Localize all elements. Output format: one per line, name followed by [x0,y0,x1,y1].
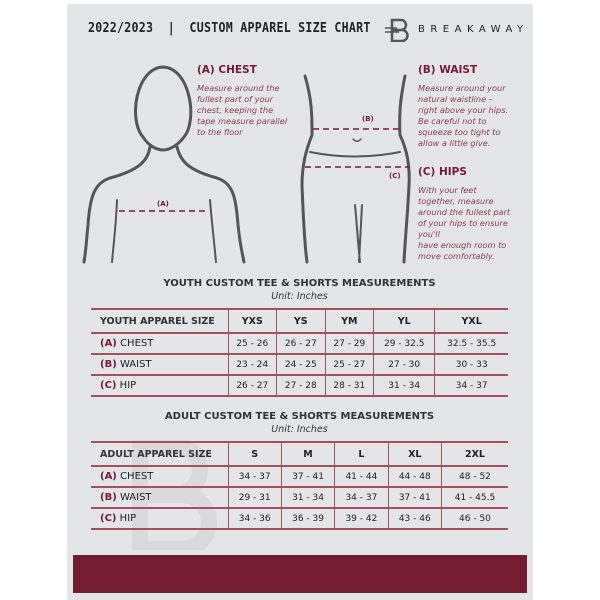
table-cell: 31 - 34 [280,486,335,509]
size-header: YXS [227,308,277,334]
breakaway-logo-icon [385,18,409,42]
row-letter: (C) [100,513,117,524]
chest-marker: (A) [157,200,169,208]
youth-size-table: YOUTH APPAREL SIZE YXS YS YM YL YXL (A) CHEST 2… [91,308,508,397]
size-header: YL [373,308,435,334]
table-cell: 36 - 39 [280,507,335,530]
row-label: (A) CHEST [91,465,228,488]
upper-body-illustration [82,65,246,264]
row-label: (B) WAIST [91,353,228,376]
table-cell: 29 - 32.5 [373,332,435,355]
adult-unit: Unit: Inches [271,424,328,435]
hips-marker: (C) [389,172,401,180]
table-cell: 25 - 26 [227,332,277,355]
row-name: WAIST [119,492,152,503]
size-header: L [334,441,389,467]
table-cell: 41 - 45.5 [440,486,508,509]
header-label: YOUTH APPAREL SIZE [91,308,228,334]
table-cell: 26 - 27 [276,332,326,355]
table-cell: 34 - 37 [434,374,508,397]
row-name: WAIST [119,359,152,370]
table-cell: 30 - 33 [434,353,508,376]
table-cell: 23 - 24 [227,353,277,376]
table-row: (C) HIP 34 - 36 36 - 39 39 - 42 43 - 46 46 - … [91,507,508,530]
table-cell: 34 - 37 [227,465,282,488]
table-cell: 43 - 46 [387,507,442,530]
table-row: (A) CHEST 34 - 37 37 - 41 41 - 44 44 - 48 48 … [91,465,508,488]
table-cell: 26 - 27 [227,374,277,397]
table-row: (A) CHEST 25 - 26 26 - 27 27 - 29 29 - 32.5 3… [91,332,508,355]
header-label: ADULT APPAREL SIZE [91,441,228,467]
chest-heading: (A) CHEST [197,64,257,76]
size-header: 2XL [440,441,508,467]
row-label: (A) CHEST [91,332,228,355]
table-row: (C) HIP 26 - 27 27 - 28 28 - 31 31 - 34 34 - … [91,374,508,397]
row-letter: (C) [100,380,117,391]
table-cell: 29 - 31 [227,486,282,509]
table-cell: 44 - 48 [387,465,442,488]
table-cell: 37 - 41 [280,465,335,488]
footer-band [73,555,527,593]
row-name: HIP [119,380,137,391]
table-cell: 27 - 28 [276,374,326,397]
table-cell: 27 - 30 [373,353,435,376]
table-header-row: YOUTH APPAREL SIZE YXS YS YM YL YXL [91,308,508,334]
size-header: S [227,441,282,467]
brand-name: BREAKAWAY [418,24,529,35]
waist-marker: (B) [362,115,374,123]
row-label: (C) HIP [91,507,228,530]
waist-heading: (B) WAIST [418,64,478,76]
chest-description: Measure around the fullest part of your ch… [197,83,288,137]
table-cell: 34 - 37 [334,486,389,509]
table-cell: 34 - 36 [227,507,282,530]
hips-description: With your feet together, measure around th… [418,185,511,261]
table-row: (B) WAIST 29 - 31 31 - 34 34 - 37 37 - 41 41 … [91,486,508,509]
table-cell: 25 - 27 [324,353,374,376]
size-header: YXL [434,308,508,334]
waist-description: Measure around your natural waistline – ri… [418,83,509,148]
table-cell: 31 - 34 [373,374,435,397]
table-cell: 41 - 44 [334,465,389,488]
table-cell: 27 - 29 [324,332,374,355]
table-row: (B) WAIST 23 - 24 24 - 25 25 - 27 27 - 30 30 … [91,353,508,376]
table-cell: 32.5 - 35.5 [434,332,508,355]
row-label: (C) HIP [91,374,228,397]
table-cell: 39 - 42 [334,507,389,530]
table-cell: 28 - 31 [324,374,374,397]
row-label: (B) WAIST [91,486,228,509]
adult-size-table: ADULT APPAREL SIZE S M L XL 2XL (A) CHEST 34 - … [91,441,508,530]
youth-table-title: YOUTH CUSTOM TEE & SHORTS MEASUREMENTS [163,278,436,289]
size-header: M [280,441,335,467]
row-name: CHEST [120,338,154,349]
body-figures [82,65,411,264]
table-cell: 48 - 52 [440,465,508,488]
row-letter: (B) [100,359,117,370]
lower-body-illustration [300,74,411,264]
row-name: HIP [119,513,137,524]
table-cell: 46 - 50 [440,507,508,530]
table-cell: 37 - 41 [387,486,442,509]
table-header-row: ADULT APPAREL SIZE S M L XL 2XL [91,441,508,467]
row-letter: (A) [100,471,117,482]
size-header: XL [387,441,442,467]
size-header: YM [324,308,374,334]
page-title: 2022/2023 | CUSTOM APPAREL SIZE CHART [88,20,371,36]
row-letter: (A) [100,338,117,349]
adult-table-title: ADULT CUSTOM TEE & SHORTS MEASUREMENTS [164,411,435,422]
youth-unit: Unit: Inches [271,291,328,302]
row-name: CHEST [120,471,154,482]
row-letter: (B) [100,492,117,503]
size-header: YS [276,308,326,334]
table-cell: 24 - 25 [276,353,326,376]
hips-heading: (C) HIPS [418,166,467,178]
